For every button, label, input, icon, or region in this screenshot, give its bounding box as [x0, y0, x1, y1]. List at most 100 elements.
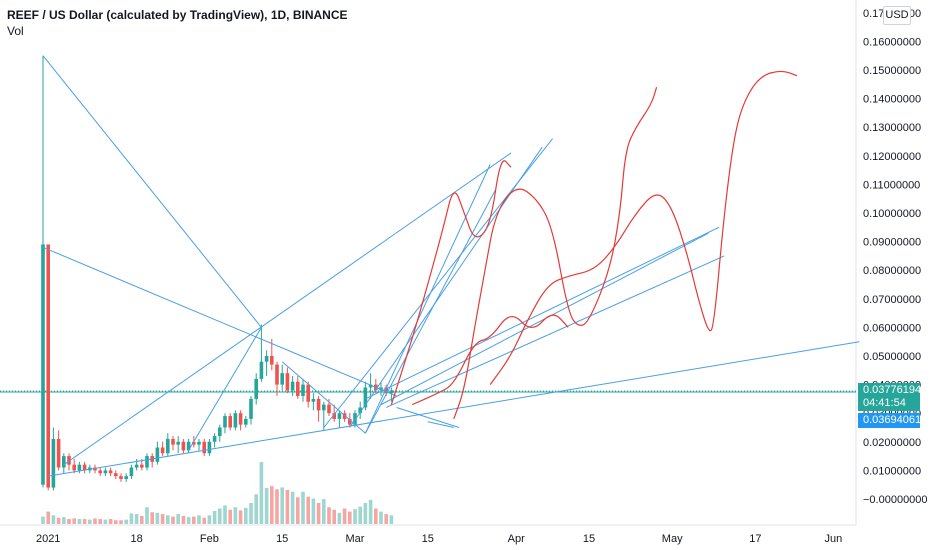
volume-bar: [103, 519, 108, 524]
trendline: [427, 421, 454, 428]
trendline: [188, 327, 262, 451]
candle-body: [46, 244, 50, 488]
volume-bar: [270, 486, 274, 524]
candle-body: [56, 438, 61, 468]
candle-body: [51, 438, 56, 488]
volume-bar: [62, 517, 66, 524]
last-price-badge: 0.03776194 04:41:54: [858, 383, 921, 411]
volume-bar: [41, 516, 45, 524]
projection-drawing: [489, 70, 798, 385]
candle-body: [103, 470, 108, 474]
volume-bar: [233, 507, 238, 524]
candle-body: [93, 467, 97, 471]
candle-body: [348, 418, 352, 425]
candle-body: [249, 398, 253, 419]
candle-body: [342, 413, 347, 419]
volume-bar: [353, 509, 357, 524]
candle-body: [264, 356, 269, 362]
volume-bar: [207, 515, 212, 524]
volume-bar: [254, 494, 258, 524]
volume-bar: [160, 514, 165, 524]
volume-bar: [140, 515, 144, 524]
volume-bar: [192, 516, 196, 524]
candle-body: [228, 416, 232, 428]
time-tick-label: May: [662, 533, 683, 545]
candle-body: [275, 364, 279, 385]
candle-body: [233, 413, 238, 428]
volume-bar: [311, 498, 316, 524]
trendline: [385, 255, 725, 408]
trendline: [364, 189, 496, 434]
volume-bar: [301, 491, 305, 524]
volume-bar: [171, 516, 175, 524]
volume-bar: [82, 519, 87, 524]
price-tick-label: −0.00000000: [863, 494, 928, 506]
chart-header: REEF / US Dollar (calculated by TradingV…: [7, 7, 348, 39]
volume-bar: [129, 513, 134, 524]
trendline: [349, 146, 543, 428]
volume-bar: [67, 519, 71, 524]
symbol-title[interactable]: REEF / US Dollar (calculated by TradingV…: [7, 8, 348, 22]
volume-bar: [176, 514, 180, 524]
price-tick-label: 0.16000000: [863, 36, 921, 48]
candle-body: [166, 438, 170, 454]
projection-drawing: [453, 86, 658, 420]
candle-body: [270, 356, 274, 365]
candle-body: [62, 456, 66, 468]
price-tick-label: 0.14000000: [863, 94, 921, 106]
time-tick-label: 15: [583, 533, 595, 545]
time-tick-label: 18: [130, 533, 142, 545]
candle-body: [332, 413, 336, 419]
candle-body: [327, 404, 331, 414]
candle-body: [129, 467, 134, 477]
candle-body: [72, 464, 76, 471]
volume-bar: [322, 499, 326, 524]
volume-bar: [296, 497, 300, 524]
candle-body: [82, 464, 87, 471]
volume-bar: [223, 505, 227, 524]
volume-bar: [202, 517, 206, 524]
candle-body: [171, 438, 175, 445]
candle-body: [77, 464, 82, 471]
time-tick-label: Jun: [825, 533, 843, 545]
volume-bar: [197, 515, 201, 524]
candle-body: [296, 381, 300, 397]
volume-bar: [342, 508, 347, 524]
candle-body: [254, 378, 258, 399]
trendline: [364, 164, 491, 434]
candle-body: [186, 441, 191, 451]
candle-body: [41, 244, 45, 485]
time-tick-label: 17: [749, 533, 761, 545]
candle-body: [134, 464, 139, 468]
volume-bar: [379, 511, 383, 524]
volume-bar: [166, 515, 170, 524]
currency-button[interactable]: USD: [883, 6, 911, 25]
volume-bar: [150, 512, 154, 524]
candle-body: [311, 398, 316, 402]
price-tick-label: 0.05000000: [863, 351, 921, 363]
volume-bar: [218, 508, 222, 524]
price-tick-label: 0.08000000: [863, 265, 921, 277]
volume-bar: [98, 519, 102, 524]
candle-body: [259, 361, 264, 379]
trendline: [365, 226, 720, 400]
volume-indicator-label[interactable]: Vol: [7, 24, 24, 38]
volume-bar: [368, 499, 373, 524]
candle-body: [119, 476, 123, 479]
volume-bar: [212, 510, 217, 524]
price-tick-label: 0.10000000: [863, 208, 921, 220]
trendline: [42, 246, 397, 397]
volume-bar: [332, 509, 336, 524]
volume-bar: [358, 506, 362, 524]
volume-bar: [327, 507, 331, 524]
trendline: [281, 361, 366, 434]
time-tick-label: 2021: [36, 533, 60, 545]
candle-body: [202, 441, 206, 454]
volume-bar: [93, 518, 97, 524]
volume-bar: [389, 515, 394, 524]
candle-body: [306, 384, 310, 402]
candle-body: [363, 387, 368, 408]
candle-body: [207, 441, 212, 454]
candle-body: [192, 441, 196, 445]
